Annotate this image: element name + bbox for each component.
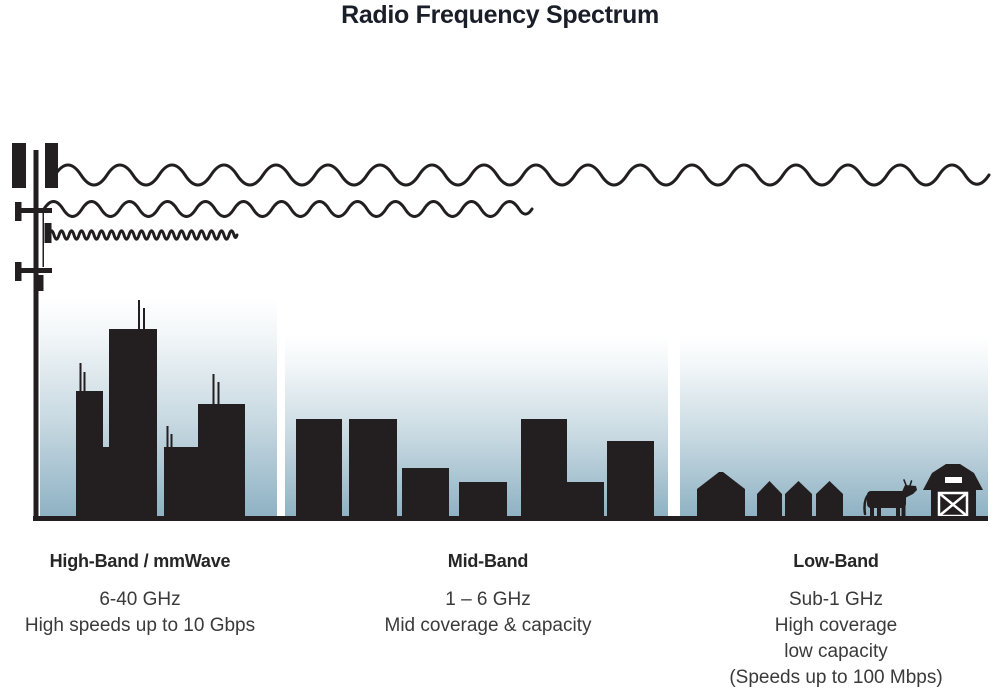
city-building [164, 447, 198, 516]
band-description-low-2: low capacity [784, 641, 888, 662]
mid-rise-building [402, 468, 449, 516]
city-building [76, 391, 103, 516]
ground-line [33, 516, 988, 521]
mid-rise-building [349, 419, 397, 516]
city-building [109, 329, 157, 516]
short-radio-wave [47, 229, 239, 241]
band-details-mid: 1 – 6 GHz Mid coverage & capacity [358, 587, 618, 639]
house-icon [816, 481, 843, 516]
house-icon [757, 481, 782, 516]
mid-rise-building [296, 419, 342, 516]
band-frequency-low: Sub-1 GHz [789, 589, 883, 610]
band-frequency-mid: 1 – 6 GHz [445, 589, 531, 610]
mid-band-label: Mid-Band 1 – 6 GHz Mid coverage & capaci… [358, 551, 618, 639]
mid-rise-building [607, 441, 654, 516]
spectrum-illustration [12, 143, 991, 521]
band-name-mid: Mid-Band [447, 551, 529, 571]
house-icon [785, 481, 812, 516]
band-description-low-1: High coverage [774, 615, 898, 636]
band-description-mid: Mid coverage & capacity [384, 615, 592, 636]
long-radio-wave [53, 163, 991, 187]
band-name-low: Low-Band [793, 551, 879, 571]
mid-rise-building [459, 482, 507, 516]
cell-tower-icon [12, 143, 58, 516]
mid-rise-building [567, 482, 604, 516]
city-building [198, 404, 245, 516]
low-band-neighborhood [697, 464, 983, 518]
band-description-high: High speeds up to 10 Gbps [24, 615, 256, 636]
band-details-low: Sub-1 GHz High coverage low capacity (Sp… [705, 587, 967, 691]
cow-icon [863, 479, 917, 517]
band-details-high: 6-40 GHz High speeds up to 10 Gbps [10, 587, 270, 639]
high-band-label: High-Band / mmWave 6-40 GHz High speeds … [10, 551, 270, 639]
barn-icon [923, 464, 983, 518]
low-band-label: Low-Band Sub-1 GHz High coverage low cap… [705, 551, 967, 691]
medium-radio-wave [42, 200, 534, 218]
house-icon [697, 472, 745, 516]
mid-rise-building [521, 419, 567, 516]
mid-band-skyline [296, 419, 654, 516]
page-title: Radio Frequency Spectrum [341, 1, 659, 29]
high-band-skyline [76, 300, 245, 516]
band-frequency-high: 6-40 GHz [99, 589, 181, 610]
band-name-high: High-Band / mmWave [49, 551, 231, 571]
band-description-low-3: (Speeds up to 100 Mbps) [729, 667, 943, 688]
